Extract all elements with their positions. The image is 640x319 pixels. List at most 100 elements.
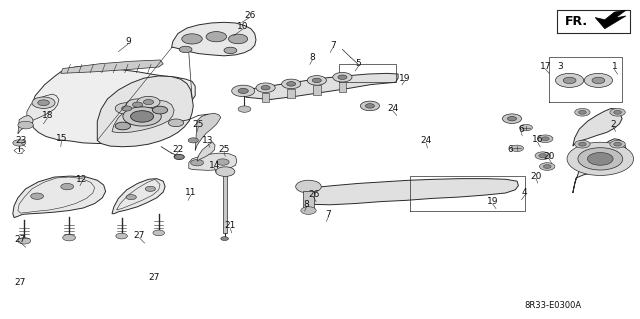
Text: 1: 1 <box>612 63 617 71</box>
Text: 8: 8 <box>310 53 315 62</box>
Polygon shape <box>27 94 59 122</box>
Text: 22: 22 <box>172 145 184 154</box>
Text: 13: 13 <box>202 137 214 145</box>
Text: 27: 27 <box>15 235 26 244</box>
Circle shape <box>18 121 33 129</box>
Polygon shape <box>31 66 195 144</box>
Text: 7: 7 <box>330 41 335 50</box>
Text: 20: 20 <box>543 152 555 161</box>
Circle shape <box>508 116 516 121</box>
Text: 4: 4 <box>522 189 527 197</box>
Circle shape <box>122 106 132 111</box>
Circle shape <box>360 101 380 111</box>
Polygon shape <box>313 85 321 95</box>
Text: 26: 26 <box>244 11 255 20</box>
Circle shape <box>256 83 275 93</box>
Circle shape <box>123 107 161 126</box>
Text: 27: 27 <box>15 278 26 287</box>
Polygon shape <box>223 174 227 233</box>
Circle shape <box>126 99 149 110</box>
Circle shape <box>287 82 296 86</box>
Polygon shape <box>197 142 215 161</box>
Circle shape <box>540 163 555 170</box>
Polygon shape <box>97 76 193 147</box>
Circle shape <box>588 152 613 165</box>
Circle shape <box>63 234 76 241</box>
Text: 3: 3 <box>558 63 563 71</box>
Circle shape <box>610 108 625 116</box>
Circle shape <box>535 152 550 160</box>
Polygon shape <box>262 93 269 102</box>
Circle shape <box>174 154 184 160</box>
Circle shape <box>610 140 625 148</box>
Text: 18: 18 <box>42 111 53 120</box>
Text: 21: 21 <box>225 221 236 230</box>
Text: 5: 5 <box>356 59 361 68</box>
Polygon shape <box>61 60 163 73</box>
Text: 14: 14 <box>209 161 220 170</box>
Circle shape <box>232 85 255 97</box>
Circle shape <box>584 73 612 87</box>
Circle shape <box>115 103 138 114</box>
Text: 19: 19 <box>487 197 499 206</box>
Circle shape <box>502 114 522 123</box>
Polygon shape <box>18 115 33 134</box>
Circle shape <box>333 72 352 82</box>
Circle shape <box>206 32 227 42</box>
Circle shape <box>296 180 321 193</box>
Circle shape <box>179 46 192 53</box>
Circle shape <box>614 142 621 146</box>
Circle shape <box>338 75 347 79</box>
Polygon shape <box>13 176 106 218</box>
Circle shape <box>153 230 164 236</box>
Text: 24: 24 <box>387 104 399 113</box>
Circle shape <box>228 34 248 44</box>
Polygon shape <box>573 139 626 193</box>
Polygon shape <box>112 100 174 133</box>
Polygon shape <box>595 10 626 29</box>
Circle shape <box>31 193 44 199</box>
Text: 9: 9 <box>125 37 131 46</box>
Text: 23: 23 <box>15 136 27 145</box>
Text: 27: 27 <box>134 231 145 240</box>
Circle shape <box>61 183 74 190</box>
Circle shape <box>520 124 532 131</box>
Polygon shape <box>112 179 165 214</box>
Circle shape <box>143 100 154 105</box>
Circle shape <box>131 111 154 122</box>
Circle shape <box>282 79 301 89</box>
Circle shape <box>592 77 605 84</box>
Text: 6: 6 <box>508 145 513 154</box>
Circle shape <box>132 102 143 107</box>
Circle shape <box>182 34 202 44</box>
Circle shape <box>152 106 168 114</box>
Polygon shape <box>242 73 398 100</box>
Text: 12: 12 <box>76 175 88 184</box>
Text: 16: 16 <box>532 135 543 144</box>
Circle shape <box>301 207 316 214</box>
Circle shape <box>567 142 634 175</box>
Circle shape <box>575 140 590 148</box>
Polygon shape <box>306 179 518 205</box>
Circle shape <box>224 47 237 54</box>
Circle shape <box>116 233 127 239</box>
Text: 11: 11 <box>185 189 196 197</box>
Circle shape <box>312 78 321 83</box>
Circle shape <box>188 138 198 143</box>
Polygon shape <box>189 153 237 170</box>
Text: 25: 25 <box>193 120 204 129</box>
Text: 8: 8 <box>304 200 309 209</box>
Text: 19: 19 <box>399 74 411 83</box>
Polygon shape <box>172 22 256 56</box>
Circle shape <box>543 165 551 168</box>
Polygon shape <box>303 191 314 211</box>
Circle shape <box>539 154 547 158</box>
Circle shape <box>238 88 248 93</box>
Polygon shape <box>287 89 295 98</box>
Circle shape <box>541 137 549 141</box>
Text: 8R33-E0300A: 8R33-E0300A <box>525 301 582 310</box>
Text: 17: 17 <box>540 62 551 71</box>
Circle shape <box>563 77 576 84</box>
Circle shape <box>145 186 156 191</box>
Text: 26: 26 <box>308 190 319 199</box>
